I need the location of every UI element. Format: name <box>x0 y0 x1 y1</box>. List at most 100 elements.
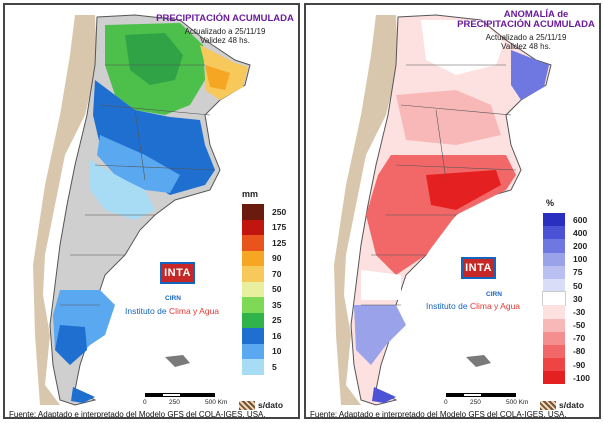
no-data-hatch-icon <box>540 400 556 410</box>
legend-row: -80 <box>543 344 599 359</box>
legend-unit: % <box>546 198 555 208</box>
legend-row: -100 <box>543 371 599 385</box>
scale-bar <box>446 393 516 397</box>
falklands <box>466 355 491 367</box>
legend-label: 125 <box>272 237 287 248</box>
legend-label: 5 <box>272 361 277 372</box>
legend-swatch <box>242 250 264 266</box>
legend-unit: mm <box>242 189 259 199</box>
legend-label: 250 <box>272 206 287 217</box>
scale-label-250: 250 <box>470 399 481 406</box>
legend-label: 600 <box>573 214 588 225</box>
legend-label: 75 <box>573 267 583 278</box>
legend-label: 30 <box>573 293 583 304</box>
anomaly-panel: ANOMALÍA de PRECIPITACIÓN ACUMULADA Actu… <box>304 3 601 419</box>
institute-highlight: Clima y Agua <box>469 301 521 311</box>
source-note: Fuente: Adaptado e interpretado del Mode… <box>9 410 266 419</box>
legend-swatch <box>543 278 565 293</box>
legend-label: -80 <box>573 346 586 357</box>
legend-swatch <box>543 213 565 227</box>
inta-logo: INTA <box>461 257 496 279</box>
validity-text: Validez 48 hs. <box>501 42 551 51</box>
legend-swatch <box>242 204 264 220</box>
legend-swatch <box>242 266 264 282</box>
anomaly-red-core <box>426 170 501 210</box>
legend-row: 400 <box>543 226 599 240</box>
legend-swatch <box>542 291 566 307</box>
anomaly-blue-south <box>354 305 406 365</box>
legend-label: 25 <box>272 315 282 326</box>
legend-label: 50 <box>272 284 282 295</box>
no-data-label: s/dato <box>258 400 284 410</box>
no-data-legend: s/dato <box>239 400 283 410</box>
legend-row: 5 <box>242 359 298 375</box>
legend-label: -90 <box>573 359 586 370</box>
legend-row: 50 <box>242 281 298 297</box>
legend-row: 70 <box>242 266 298 282</box>
legend-label: -30 <box>573 306 586 317</box>
updated-date: Actualizado a 25/11/19 <box>485 33 567 42</box>
legend-swatch <box>242 312 264 328</box>
legend-swatch <box>543 331 565 345</box>
anomaly-legend: 600 400 200 100 75 50 30 -30 -50 -70 -80 -90 -100 <box>542 213 599 385</box>
legend-row: 16 <box>242 328 298 344</box>
legend-swatch <box>543 371 565 385</box>
legend-row: -90 <box>543 358 599 372</box>
legend-swatch <box>242 235 264 251</box>
legend-row: 10 <box>242 343 298 359</box>
legend-swatch <box>242 343 264 359</box>
legend-swatch <box>543 305 565 319</box>
legend-row: 75 <box>543 265 599 279</box>
scale-label-500: 500 Km <box>506 399 529 406</box>
legend-row: 200 <box>543 239 599 253</box>
legend-row: 250 <box>242 204 298 220</box>
legend-swatch <box>242 359 264 375</box>
precipitation-map <box>33 14 251 406</box>
no-data-legend: s/dato <box>540 400 584 410</box>
legend-swatch <box>242 281 264 297</box>
anomaly-map <box>334 14 552 406</box>
cirn-label: CIRN <box>486 291 502 298</box>
precip-zone-tdf <box>71 387 95 403</box>
legend-label: -50 <box>573 320 586 331</box>
scale-label-0: 0 <box>444 399 448 406</box>
legend-swatch <box>543 239 565 253</box>
legend-label: -100 <box>573 372 591 383</box>
no-data-label: s/dato <box>559 400 585 410</box>
legend-row: 600 <box>543 213 599 227</box>
anomaly-white-north <box>421 20 504 75</box>
scale-label-500: 500 Km <box>205 399 228 406</box>
legend-swatch <box>543 344 565 359</box>
precipitation-panel: PRECIPITACIÓN ACUMULADA Actualizado a 25… <box>3 3 300 419</box>
precipitation-legend: 250 175 125 90 70 50 35 25 16 10 5 <box>242 204 298 375</box>
cirn-label: CIRN <box>165 295 181 302</box>
precip-zone-lightblue <box>97 135 180 193</box>
precip-zone-darkgreen <box>125 33 183 85</box>
legend-row: 30 <box>542 291 599 307</box>
legend-row: -50 <box>543 318 599 332</box>
panel-title-line2: PRECIPITACIÓN ACUMULADA <box>457 19 595 30</box>
legend-label: 70 <box>272 268 282 279</box>
legend-row: 50 <box>543 278 599 293</box>
legend-row: -70 <box>543 331 599 345</box>
no-data-hatch-icon <box>239 400 255 410</box>
legend-label: 16 <box>272 330 282 341</box>
legend-label: 400 <box>573 227 588 238</box>
institute-prefix: Instituto de <box>125 306 169 316</box>
legend-swatch <box>543 226 565 240</box>
panel-title-line1: ANOMALÍA de <box>503 9 569 20</box>
legend-row: 125 <box>242 235 298 251</box>
legend-row: 175 <box>242 219 298 235</box>
anomaly-white-south <box>361 270 401 300</box>
legend-label: 10 <box>272 346 282 357</box>
legend-swatch <box>543 358 565 372</box>
precip-zone-paleblue <box>90 160 155 220</box>
legend-row: 35 <box>242 297 298 313</box>
anomaly-blue-tdf <box>372 387 396 403</box>
scale-label-0: 0 <box>143 399 147 406</box>
legend-label: 90 <box>272 253 282 264</box>
anomaly-blue-ne <box>511 50 549 100</box>
falklands <box>165 355 190 367</box>
source-note: Fuente: Adaptado e interpretado del Mode… <box>310 410 567 419</box>
institute-highlight: Clima y Agua <box>168 306 220 316</box>
